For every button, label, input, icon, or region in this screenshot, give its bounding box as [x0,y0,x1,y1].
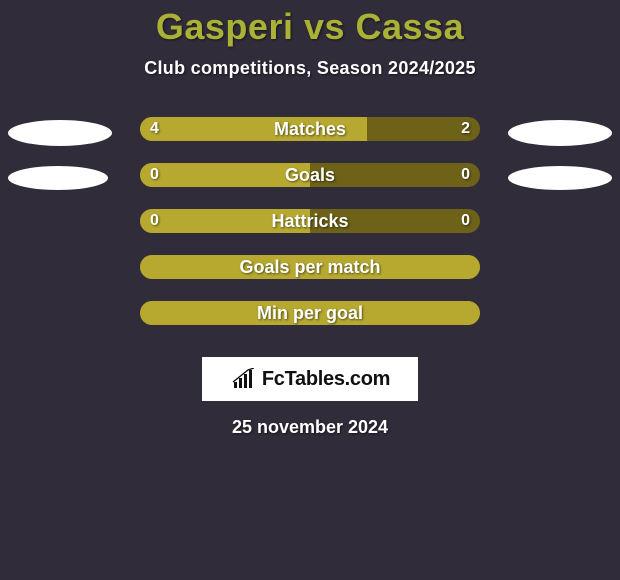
bar-label: Matches [140,117,480,141]
site-logo: FcTables.com [202,357,418,401]
bar-track: 4 Matches 2 [140,117,480,141]
bar-track: 0 Goals 0 [140,163,480,187]
bar-value-right: 2 [461,117,470,141]
bar-label: Min per goal [140,301,480,325]
bar-label: Goals [140,163,480,187]
page-title: Gasperi vs Cassa [0,6,620,48]
page-subtitle: Club competitions, Season 2024/2025 [0,58,620,79]
stat-rows: 4 Matches 2 0 Goals 0 0 Hattricks 0 [0,115,620,345]
bar-track: Goals per match [140,255,480,279]
bar-track: 0 Hattricks 0 [140,209,480,233]
bar-label: Goals per match [140,255,480,279]
site-logo-text: FcTables.com [262,368,390,391]
stats-card: Gasperi vs Cassa Club competitions, Seas… [0,0,620,580]
stat-row-goals-per-match: Goals per match [0,253,620,299]
stat-row-hattricks: 0 Hattricks 0 [0,207,620,253]
team-badge-left [8,120,112,146]
team-badge-right [508,120,612,146]
stat-row-matches: 4 Matches 2 [0,115,620,161]
bar-value-right: 0 [461,209,470,233]
bar-label: Hattricks [140,209,480,233]
stat-row-goals: 0 Goals 0 [0,161,620,207]
stat-row-min-per-goal: Min per goal [0,299,620,345]
team-badge-right [508,166,612,190]
team-badge-left [8,166,108,190]
bar-track: Min per goal [140,301,480,325]
bar-chart-icon [230,368,256,390]
footer-date: 25 november 2024 [0,417,620,438]
bar-value-right: 0 [461,163,470,187]
